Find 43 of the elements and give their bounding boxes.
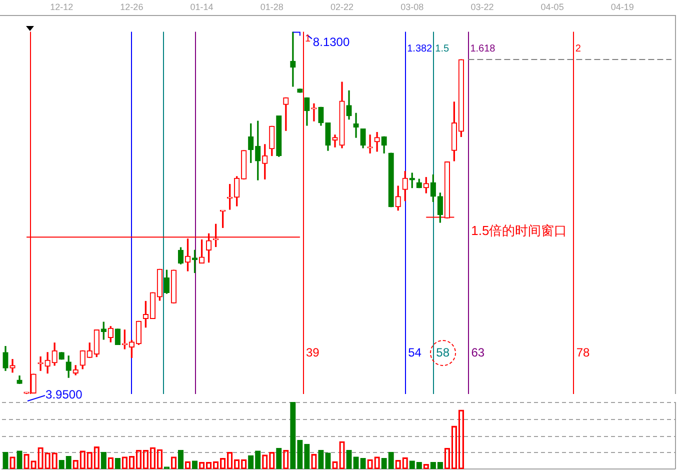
bar (290, 402, 296, 469)
candlestick (283, 97, 289, 131)
bar (248, 455, 254, 469)
bar (325, 452, 331, 469)
bar (346, 450, 352, 469)
bar (304, 444, 310, 469)
x-tick-label: 01-28 (260, 2, 284, 12)
bar (381, 458, 387, 469)
bar (297, 440, 303, 469)
bar (388, 452, 394, 469)
x-tick-label: 04-19 (610, 2, 634, 12)
bar (114, 458, 120, 469)
bar (16, 450, 22, 469)
annotation: 1 (304, 34, 311, 45)
bar (318, 450, 324, 469)
x-tick-label: 03-22 (470, 2, 494, 12)
x-tick-label: 04-05 (540, 2, 564, 12)
x-tick-label: 12-12 (50, 2, 74, 12)
bar (360, 458, 366, 469)
candlestick (290, 32, 296, 87)
annotation: 8.1300 (312, 35, 350, 50)
annotation: 58 (436, 345, 450, 360)
x-tick-label: 02-22 (330, 2, 354, 12)
x-tick-label: 12-26 (120, 2, 144, 12)
bar (66, 456, 72, 469)
annotation: 54 (408, 345, 422, 360)
bar (255, 450, 261, 469)
bar (353, 456, 359, 469)
candlestick (353, 112, 359, 138)
annotation: 78 (576, 345, 590, 360)
bar (100, 452, 106, 469)
bar (178, 450, 184, 469)
annotation: 3.9500 (46, 387, 83, 402)
annotation: 1.5 (435, 44, 450, 55)
bar (276, 448, 282, 469)
x-tick-label: 01-14 (190, 2, 214, 12)
annotation: 63 (471, 345, 485, 360)
annotation: 2 (575, 44, 582, 55)
annotation: 1.382 (407, 44, 433, 55)
annotation: 39 (306, 345, 320, 360)
annotation: 1.618 (470, 44, 496, 55)
x-tick-label: 03-08 (400, 2, 424, 12)
annotation: 1.5倍的时间窗口 (471, 222, 568, 238)
